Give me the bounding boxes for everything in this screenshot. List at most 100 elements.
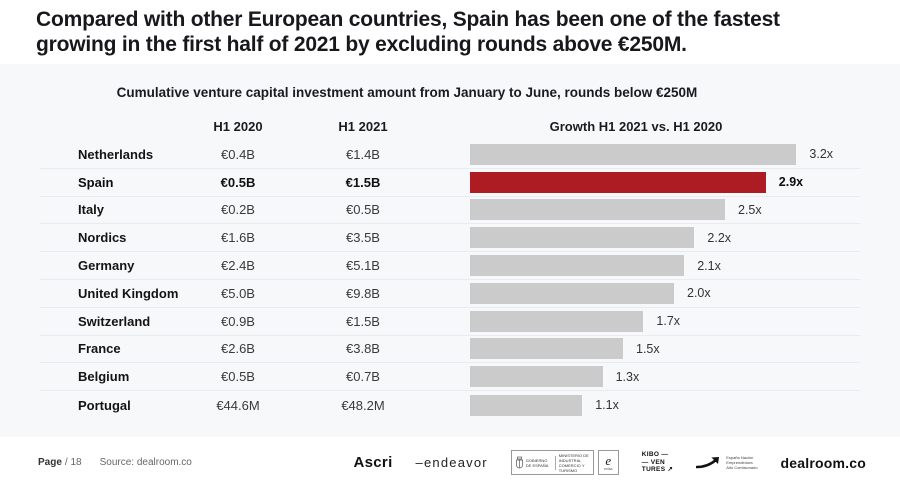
espana-line2: Emprendedora bbox=[726, 459, 753, 465]
growth-bar bbox=[470, 143, 797, 165]
h1-2021-value: €1.5B bbox=[345, 174, 381, 190]
logo-kibo-ventures: KIBO — — VEN TURES ↗ bbox=[641, 451, 674, 474]
country-label: Italy bbox=[78, 202, 105, 218]
page-title-line2: growing in the first half of 2021 by exc… bbox=[36, 33, 687, 57]
h1-2021-value: €9.8B bbox=[346, 285, 380, 301]
h1-2020-value: €0.9B bbox=[221, 313, 255, 329]
logo-dealroom: dealroom.co bbox=[780, 454, 866, 471]
growth-bar-zone: 2.0x bbox=[470, 280, 860, 307]
growth-value-label: 1.5x bbox=[636, 341, 660, 356]
growth-bar bbox=[470, 199, 725, 221]
h1-2021-value: €5.1B bbox=[346, 258, 380, 274]
growth-value-label: 1.3x bbox=[615, 369, 640, 384]
table-row-netherlands: Netherlands €0.4B €1.4B 3.2x bbox=[40, 141, 860, 169]
growth-bar-zone: 1.7x bbox=[470, 308, 860, 335]
ministerio-text: MINISTERIO DE INDUSTRIA, COMERCIO Y TURI… bbox=[558, 452, 589, 473]
espana-line3: Alto Comisionado bbox=[726, 465, 758, 471]
growth-bar bbox=[470, 227, 695, 249]
logo-strip: Ascri –endeavor GOBIERNO DE ESPAÑA MINIS… bbox=[354, 450, 866, 475]
growth-bar-zone: 2.9x bbox=[470, 169, 860, 196]
h1-2021-value: €0.5B bbox=[346, 202, 380, 218]
growth-value-label: 1.1x bbox=[595, 398, 619, 413]
h1-2020-value: €2.6B bbox=[221, 341, 255, 357]
logo-endeavor: –endeavor bbox=[415, 455, 488, 470]
h1-2020-value: €2.4B bbox=[221, 258, 255, 274]
logo-ascri: Ascri bbox=[353, 454, 393, 471]
gobierno-text: GOBIERNO DE ESPAÑA bbox=[525, 457, 549, 468]
espana-nacion-text: España Nación Emprendedora Alto Comision… bbox=[726, 455, 757, 471]
growth-bar bbox=[470, 310, 644, 332]
page-title: Compared with other European countries, … bbox=[36, 7, 900, 57]
growth-value-label: 1.7x bbox=[656, 314, 681, 329]
country-label: Netherlands bbox=[78, 146, 154, 162]
col-header-h1-2021: H1 2021 bbox=[338, 118, 388, 134]
table-row-switzerland: Switzerland €0.9B €1.5B 1.7x bbox=[40, 308, 860, 336]
table-row-portugal: Portugal €44.6M €48.2M 1.1x bbox=[40, 391, 860, 419]
growth-value-label: 2.0x bbox=[687, 286, 711, 301]
growth-value-label: 2.1x bbox=[697, 258, 721, 273]
growth-bar-zone: 1.3x bbox=[470, 363, 860, 390]
h1-2021-value: €1.4B bbox=[346, 146, 380, 162]
chart-title: Cumulative venture capital investment am… bbox=[116, 85, 698, 100]
gobierno-segment: GOBIERNO DE ESPAÑA bbox=[515, 455, 556, 470]
h1-2020-value: €0.5B bbox=[220, 174, 256, 190]
country-label: Belgium bbox=[78, 369, 130, 385]
page-title-line1: Compared with other European countries, … bbox=[36, 8, 780, 31]
table-row-italy: Italy €0.2B €0.5B 2.5x bbox=[40, 197, 860, 225]
h1-2021-value: €1.5B bbox=[346, 313, 380, 329]
h1-2020-value: €0.4B bbox=[221, 146, 255, 162]
country-label: United Kingdom bbox=[78, 285, 179, 301]
growth-bar bbox=[470, 394, 583, 416]
country-label: Switzerland bbox=[78, 313, 151, 329]
h1-2021-value: €0.7B bbox=[346, 369, 380, 385]
country-label: France bbox=[78, 341, 121, 357]
country-label: Portugal bbox=[78, 397, 131, 413]
spain-coat-of-arms-icon bbox=[515, 456, 523, 468]
growth-bar bbox=[470, 366, 603, 388]
table-row-nordics: Nordics €1.6B €3.5B 2.2x bbox=[40, 224, 860, 253]
espana-line1: España Nación bbox=[726, 454, 754, 460]
growth-bar bbox=[470, 255, 685, 277]
logo-espana-nacion-emprendedora: España Nación Emprendedora Alto Comision… bbox=[696, 455, 758, 471]
table-body: Netherlands €0.4B €1.4B 3.2x Spain €0.5B… bbox=[40, 141, 860, 419]
h1-2021-value: €3.8B bbox=[346, 341, 380, 357]
col-header-growth: Growth H1 2021 vs. H1 2020 bbox=[549, 118, 723, 134]
footer: Page / 18 Source: dealroom.co Ascri –end… bbox=[0, 437, 900, 488]
logo-enisa: e enisa bbox=[597, 450, 619, 475]
growth-value-label: 2.9x bbox=[778, 175, 804, 190]
page-label: Page bbox=[38, 457, 62, 468]
table-header-row: H1 2020 H1 2021 Growth H1 2021 vs. H1 20… bbox=[40, 113, 860, 139]
country-label: Germany bbox=[78, 258, 135, 274]
growth-bar-zone: 2.1x bbox=[470, 252, 860, 279]
h1-2020-value: €5.0B bbox=[221, 285, 255, 301]
table-row-spain: Spain €0.5B €1.5B 2.9x bbox=[40, 169, 860, 197]
table-row-france: France €2.6B €3.8B 1.5x bbox=[40, 336, 860, 364]
growth-bar bbox=[470, 282, 674, 304]
h1-2020-value: €1.6B bbox=[221, 230, 255, 246]
source-text: Source: dealroom.co bbox=[99, 457, 192, 468]
enisa-e-icon: e bbox=[605, 453, 612, 468]
table-row-united-kingdom: United Kingdom €5.0B €9.8B 2.0x bbox=[40, 280, 860, 308]
growth-value-label: 2.5x bbox=[738, 202, 762, 217]
h1-2020-value: €44.6M bbox=[216, 397, 260, 413]
country-label: Spain bbox=[78, 174, 114, 190]
upward-arrow-icon bbox=[696, 457, 720, 469]
page-number: / 18 bbox=[64, 457, 82, 468]
chart-panel: Cumulative venture capital investment am… bbox=[0, 64, 900, 437]
growth-bar-zone: 1.1x bbox=[470, 391, 860, 419]
enisa-label: enisa bbox=[604, 467, 613, 471]
growth-value-label: 3.2x bbox=[809, 147, 834, 162]
logo-gobierno-espana: GOBIERNO DE ESPAÑA MINISTERIO DE INDUSTR… bbox=[510, 450, 619, 475]
growth-value-label: 2.2x bbox=[707, 230, 732, 245]
growth-bar bbox=[470, 171, 766, 193]
growth-bar-zone: 2.5x bbox=[470, 197, 860, 224]
table-row-belgium: Belgium €0.5B €0.7B 1.3x bbox=[40, 363, 860, 392]
growth-bar-zone: 1.5x bbox=[470, 336, 860, 363]
growth-bar bbox=[470, 338, 623, 360]
col-header-h1-2020: H1 2020 bbox=[213, 118, 263, 134]
growth-bar-zone: 3.2x bbox=[470, 141, 860, 168]
h1-2020-value: €0.5B bbox=[221, 369, 255, 385]
growth-bar-zone: 2.2x bbox=[470, 224, 860, 251]
table-row-germany: Germany €2.4B €5.1B 2.1x bbox=[40, 252, 860, 280]
comparison-table: H1 2020 H1 2021 Growth H1 2021 vs. H1 20… bbox=[40, 113, 860, 419]
